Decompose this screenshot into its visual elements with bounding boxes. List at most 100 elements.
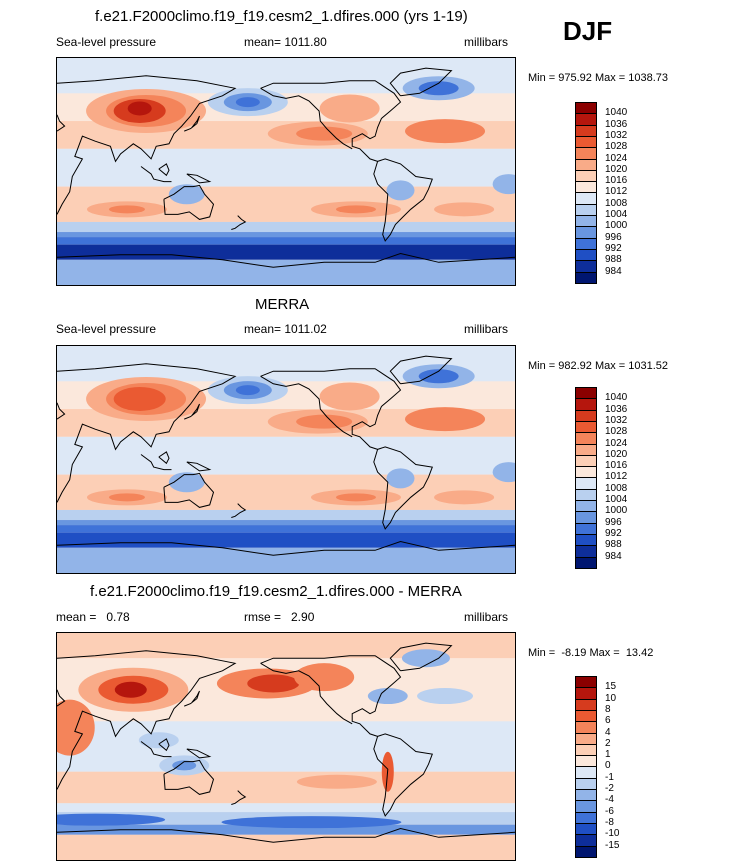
- coastline: [158, 451, 170, 465]
- coastline: [163, 759, 215, 795]
- colorbar-tick-label: 1032: [605, 414, 628, 426]
- field-contour: [221, 816, 402, 829]
- colorbar-box: [575, 454, 597, 468]
- panel2-units-label: millibars: [464, 322, 509, 336]
- coastline: [260, 87, 353, 150]
- colorbar-box: [575, 409, 597, 422]
- colorbar-tick-label: 1000: [605, 220, 628, 232]
- field-contour: [319, 94, 380, 123]
- panel1-title: f.e21.F2000climo.f19_f19.cesm2_1.dfires.…: [95, 8, 468, 25]
- coastline: [373, 158, 433, 242]
- coastline: [389, 355, 453, 385]
- panel1-units-label: millibars: [464, 35, 509, 49]
- colorbar-tick-label: 4: [605, 726, 611, 738]
- colorbar-tick-label: 1040: [605, 392, 628, 404]
- panel3-units-label: millibars: [464, 610, 509, 624]
- colorbar-box: [575, 500, 597, 513]
- colorbar-box: [575, 545, 597, 558]
- colorbar-box: [575, 226, 597, 239]
- coastline: [184, 690, 200, 707]
- field-contour: [113, 386, 166, 411]
- colorbar-tick-label: 1024: [605, 437, 628, 449]
- colorbar-box: [575, 387, 597, 400]
- colorbar-tick-label: -1: [605, 771, 614, 783]
- colorbar-tick-label: 0: [605, 760, 611, 772]
- colorbar-box: [575, 732, 597, 745]
- colorbar-box: [575, 755, 597, 768]
- field-contour: [418, 369, 459, 384]
- field-contour: [319, 382, 380, 411]
- colorbar-box: [575, 443, 597, 456]
- colorbar-box: [575, 420, 597, 434]
- panel2-variable-label: Sea-level pressure: [56, 322, 157, 336]
- zonal-band: [57, 509, 515, 521]
- colorbar-box: [575, 271, 597, 284]
- coastline: [231, 503, 247, 518]
- colorbar-box: [575, 488, 597, 501]
- colorbar-tick-label: 1016: [605, 175, 628, 187]
- colorbar-tick-label: 8: [605, 703, 611, 715]
- colorbar-tick-label: 10: [605, 692, 617, 704]
- coastline: [163, 472, 215, 508]
- zonal-band: [57, 259, 515, 285]
- colorbar-box: [575, 260, 597, 273]
- field-contour: [401, 649, 450, 668]
- colorbar-box: [575, 789, 597, 802]
- field-contour: [335, 493, 376, 502]
- zonal-band: [57, 771, 515, 804]
- zonal-band: [57, 525, 515, 533]
- colorbar-box: [575, 766, 597, 779]
- panel3-minmax: Min = -8.19 Max = 13.42: [528, 647, 654, 659]
- colorbar-box: [575, 398, 597, 411]
- zonal-band: [57, 532, 515, 548]
- colorbar-tick-label: 1012: [605, 471, 628, 483]
- coastline: [158, 738, 170, 752]
- colorbar-tick-label: 6: [605, 715, 611, 727]
- field-contour: [335, 205, 376, 214]
- field-contour: [138, 732, 179, 749]
- colorbar-box: [575, 811, 597, 824]
- field-contour: [296, 774, 377, 789]
- field-contour: [247, 674, 300, 693]
- colorbar-box: [575, 158, 597, 171]
- coastline: [158, 163, 170, 177]
- colorbar-tick-label: 1036: [605, 403, 628, 415]
- zonal-band: [57, 148, 515, 187]
- colorbar-tick-label: 1040: [605, 107, 628, 119]
- coastline: [57, 650, 237, 790]
- colorbar-tick-label: 996: [605, 516, 622, 528]
- colorbar-box: [575, 477, 597, 490]
- field-contour: [492, 462, 515, 483]
- coastline: [373, 733, 433, 817]
- coastline: [184, 403, 200, 420]
- colorbar-tick-label: 1020: [605, 163, 628, 175]
- coastline: [163, 184, 215, 220]
- coastline: [186, 748, 212, 759]
- colorbar-tick-label: 992: [605, 242, 622, 254]
- coastline: [57, 252, 515, 268]
- colorbar-box: [575, 721, 597, 734]
- coastline: [57, 75, 237, 215]
- colorbar-box: [575, 511, 597, 524]
- coastline: [140, 741, 172, 758]
- field-contour: [418, 81, 459, 96]
- colorbar-box: [575, 777, 597, 790]
- colorbar-box: [575, 192, 597, 205]
- field-contour: [172, 760, 197, 771]
- coastline: [186, 461, 212, 472]
- coastline: [140, 166, 172, 183]
- colorbar-box: [575, 822, 597, 836]
- panel2-minmax: Min = 982.92 Max = 1031.52: [528, 360, 669, 372]
- colorbar-box: [575, 698, 597, 711]
- colorbar-tick-label: 1028: [605, 141, 628, 153]
- map-field-svg: [57, 633, 515, 860]
- colorbar-box: [575, 135, 597, 149]
- colorbar-tick-label: -4: [605, 794, 614, 806]
- field-contour: [296, 126, 353, 141]
- colorbar-box: [575, 124, 597, 137]
- field-contour: [235, 97, 260, 108]
- season-label: DJF: [563, 16, 613, 46]
- colorbar-tick-label: -15: [605, 839, 620, 851]
- panel2-mean-label: mean= 1011.02: [244, 322, 327, 336]
- colorbar-tick-label: 1020: [605, 448, 628, 460]
